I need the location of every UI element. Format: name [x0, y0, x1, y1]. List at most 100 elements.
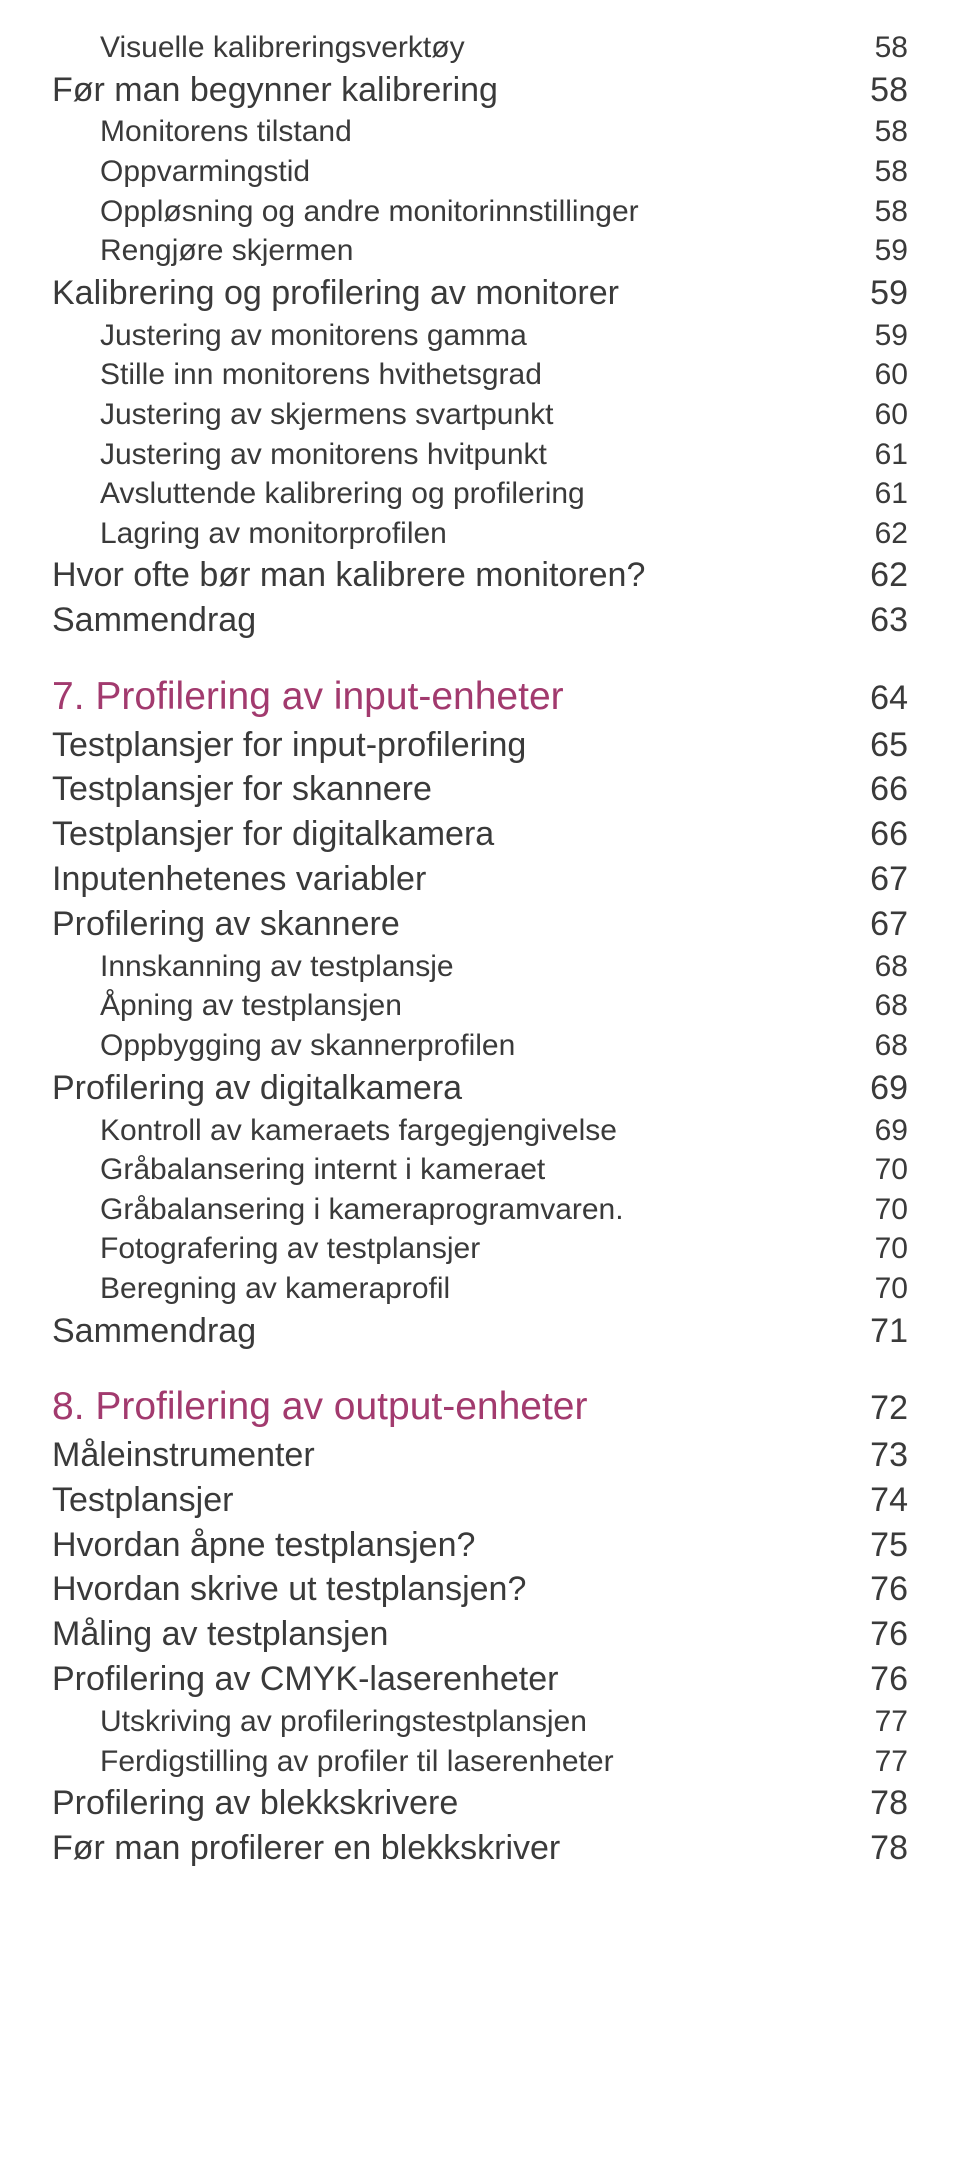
- toc-page-number: 68: [838, 986, 908, 1026]
- toc-row: Inputenhetenes variabler67: [52, 857, 908, 902]
- toc-row: Kalibrering og profilering av monitorer5…: [52, 271, 908, 316]
- toc-page-number: 70: [838, 1229, 908, 1269]
- toc-page-number: 59: [838, 231, 908, 271]
- toc-row: Stille inn monitorens hvithetsgrad60: [52, 355, 908, 395]
- toc-page-number: 68: [838, 1026, 908, 1066]
- toc-row: Avsluttende kalibrering og profilering61: [52, 474, 908, 514]
- toc-page-number: 66: [838, 767, 908, 812]
- toc-page-number: 59: [838, 271, 908, 316]
- toc-label: Oppløsning og andre monitorinnstillinger: [52, 192, 838, 232]
- toc-row: Gråbalansering i kameraprogramvaren.70: [52, 1190, 908, 1230]
- toc-label: Sammendrag: [52, 598, 838, 643]
- toc-page-number: 63: [838, 598, 908, 643]
- toc-label: Testplansjer: [52, 1478, 838, 1523]
- toc-page-number: 67: [838, 902, 908, 947]
- toc-page-number: 70: [838, 1150, 908, 1190]
- toc-row: Fotografering av testplansjer70: [52, 1229, 908, 1269]
- toc-label: Visuelle kalibreringsverktøy: [52, 28, 838, 68]
- toc-label: Profilering av blekkskrivere: [52, 1781, 838, 1826]
- toc-page-number: 70: [838, 1190, 908, 1230]
- toc-label: Testplansjer for input-profilering: [52, 723, 838, 768]
- toc-row: Rengjøre skjermen59: [52, 231, 908, 271]
- toc-label: Profilering av digitalkamera: [52, 1066, 838, 1111]
- toc-row: Testplansjer for skannere66: [52, 767, 908, 812]
- toc-page-number: 72: [838, 1386, 908, 1431]
- toc-label: Før man begynner kalibrering: [52, 68, 838, 113]
- toc-row: Profilering av digitalkamera69: [52, 1066, 908, 1111]
- toc-label: Hvor ofte bør man kalibrere monitoren?: [52, 553, 838, 598]
- toc-row: Ferdigstilling av profiler til laserenhe…: [52, 1742, 908, 1782]
- toc-page-number: 75: [838, 1523, 908, 1568]
- toc-page-number: 58: [838, 192, 908, 232]
- toc-label: Utskriving av profileringstestplansjen: [52, 1702, 838, 1742]
- toc-row: Profilering av blekkskrivere78: [52, 1781, 908, 1826]
- toc-row: Testplansjer for input-profilering65: [52, 723, 908, 768]
- toc-row: Kontroll av kameraets fargegjengivelse69: [52, 1111, 908, 1151]
- toc-label: Rengjøre skjermen: [52, 231, 838, 271]
- toc-label: Fotografering av testplansjer: [52, 1229, 838, 1269]
- toc-label: Stille inn monitorens hvithetsgrad: [52, 355, 838, 395]
- toc-label: Hvordan åpne testplansjen?: [52, 1523, 838, 1568]
- toc-label: Åpning av testplansjen: [52, 986, 838, 1026]
- toc-row: Måleinstrumenter73: [52, 1433, 908, 1478]
- toc-page-number: 69: [838, 1111, 908, 1151]
- toc-label: Testplansjer for skannere: [52, 767, 838, 812]
- toc-row: Oppvarmingstid58: [52, 152, 908, 192]
- toc-page-number: 65: [838, 723, 908, 768]
- toc-label: Testplansjer for digitalkamera: [52, 812, 838, 857]
- toc-label: Sammendrag: [52, 1309, 838, 1354]
- toc-row: 7. Profilering av input-enheter64: [52, 671, 908, 722]
- toc-page-number: 70: [838, 1269, 908, 1309]
- toc-row: Justering av skjermens svartpunkt60: [52, 395, 908, 435]
- toc-page-number: 78: [838, 1781, 908, 1826]
- toc-page-number: 69: [838, 1066, 908, 1111]
- toc-label: Kalibrering og profilering av monitorer: [52, 271, 838, 316]
- toc-row: Profilering av skannere67: [52, 902, 908, 947]
- toc-page-number: 59: [838, 316, 908, 356]
- toc-page-number: 77: [838, 1702, 908, 1742]
- toc-page-number: 77: [838, 1742, 908, 1782]
- toc-label: Ferdigstilling av profiler til laserenhe…: [52, 1742, 838, 1782]
- toc-row: 8. Profilering av output-enheter72: [52, 1381, 908, 1432]
- toc-page-number: 58: [838, 68, 908, 113]
- toc-label: Oppvarmingstid: [52, 152, 838, 192]
- toc-page: Visuelle kalibreringsverktøy58Før man be…: [0, 0, 960, 1911]
- toc-label: 7. Profilering av input-enheter: [52, 671, 838, 722]
- toc-page-number: 58: [838, 112, 908, 152]
- toc-label: Avsluttende kalibrering og profilering: [52, 474, 838, 514]
- toc-page-number: 60: [838, 355, 908, 395]
- toc-row: Oppbygging av skannerprofilen68: [52, 1026, 908, 1066]
- toc-page-number: 76: [838, 1612, 908, 1657]
- toc-page-number: 68: [838, 947, 908, 987]
- toc-row: Før man begynner kalibrering58: [52, 68, 908, 113]
- toc-row: Justering av monitorens gamma59: [52, 316, 908, 356]
- toc-label: Justering av monitorens hvitpunkt: [52, 435, 838, 475]
- toc-page-number: 64: [838, 676, 908, 721]
- toc-page-number: 78: [838, 1826, 908, 1871]
- toc-label: Justering av skjermens svartpunkt: [52, 395, 838, 435]
- toc-page-number: 66: [838, 812, 908, 857]
- toc-label: Gråbalansering internt i kameraet: [52, 1150, 838, 1190]
- toc-row: Monitorens tilstand58: [52, 112, 908, 152]
- toc-page-number: 73: [838, 1433, 908, 1478]
- toc-label: Gråbalansering i kameraprogramvaren.: [52, 1190, 838, 1230]
- toc-label: Profilering av skannere: [52, 902, 838, 947]
- toc-label: Justering av monitorens gamma: [52, 316, 838, 356]
- toc-label: Oppbygging av skannerprofilen: [52, 1026, 838, 1066]
- toc-page-number: 58: [838, 28, 908, 68]
- toc-row: Justering av monitorens hvitpunkt61: [52, 435, 908, 475]
- toc-label: Lagring av monitorprofilen: [52, 514, 838, 554]
- toc-row: Innskanning av testplansje68: [52, 947, 908, 987]
- toc-label: Innskanning av testplansje: [52, 947, 838, 987]
- toc-page-number: 76: [838, 1567, 908, 1612]
- toc-page-number: 71: [838, 1309, 908, 1354]
- toc-row: Sammendrag63: [52, 598, 908, 643]
- toc-row: Sammendrag71: [52, 1309, 908, 1354]
- toc-page-number: 61: [838, 474, 908, 514]
- toc-page-number: 62: [838, 553, 908, 598]
- toc-page-number: 76: [838, 1657, 908, 1702]
- toc-page-number: 62: [838, 514, 908, 554]
- toc-label: Måling av testplansjen: [52, 1612, 838, 1657]
- toc-row: Hvordan skrive ut testplansjen?76: [52, 1567, 908, 1612]
- toc-page-number: 74: [838, 1478, 908, 1523]
